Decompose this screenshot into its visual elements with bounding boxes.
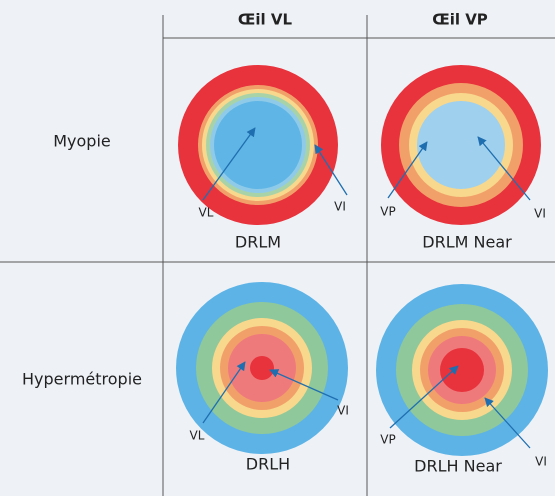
lens-drlh: [176, 282, 348, 454]
zone-label: VL: [199, 206, 214, 220]
zone-label: VP: [380, 433, 395, 447]
lens-name: DRLM Near: [422, 233, 512, 252]
lens-drlm-near: [381, 65, 541, 225]
lens-name: DRLH Near: [414, 457, 502, 476]
lens-drlm: [178, 65, 348, 225]
zone-label: VI: [337, 404, 349, 418]
column-header: Œil VL: [238, 11, 293, 29]
zone-label: VL: [190, 429, 205, 443]
zone-label: VI: [334, 200, 346, 214]
zone-label: VI: [534, 207, 546, 221]
lens-name: DRLH: [246, 455, 290, 474]
zone-label: VI: [535, 455, 547, 469]
column-header: Œil VP: [432, 11, 488, 29]
row-label: Hypermétropie: [22, 370, 142, 389]
lens-drlh-near: [376, 284, 548, 456]
row-label: Myopie: [53, 132, 111, 151]
lens-name: DRLM: [235, 233, 281, 252]
zone-label: VP: [380, 205, 395, 219]
